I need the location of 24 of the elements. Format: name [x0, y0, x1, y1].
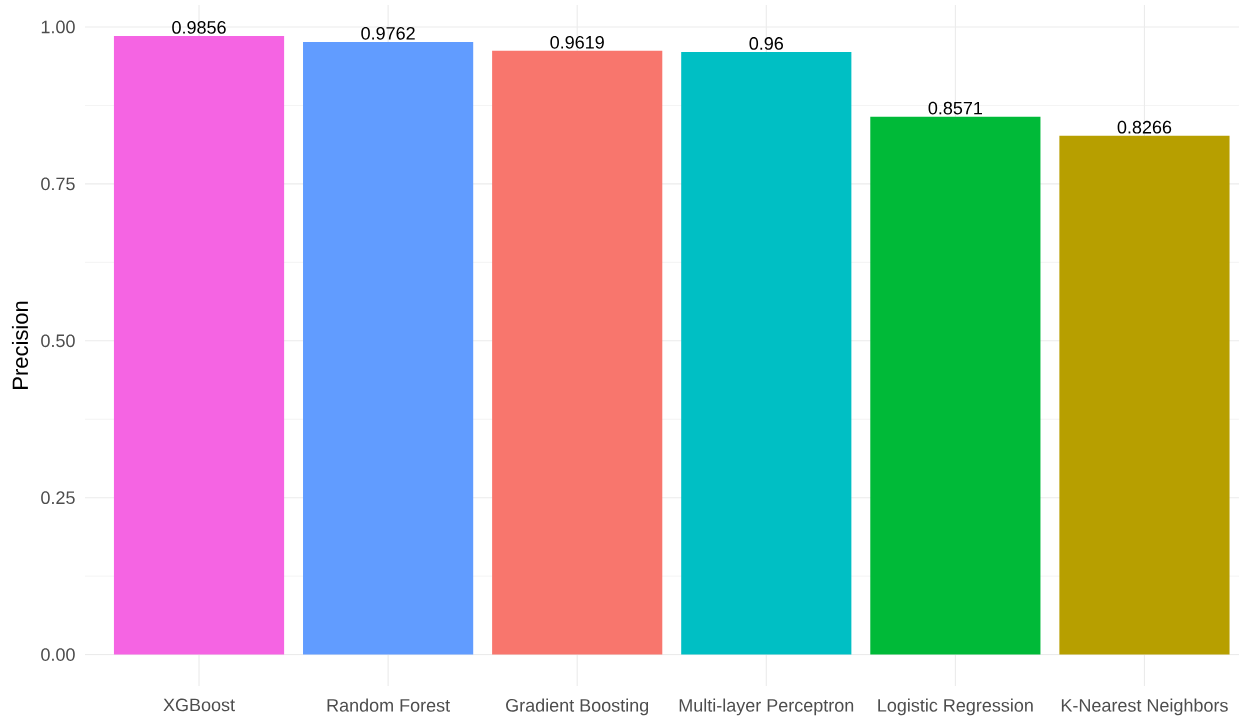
x-tick-label: Gradient Boosting — [506, 698, 649, 716]
x-tick-label: Random Forest — [327, 698, 450, 712]
x-tick-label: K-Nearest Neighbors — [1061, 698, 1228, 716]
bar — [492, 50, 663, 655]
y-tick-label: 0.25 — [41, 491, 75, 505]
x-tick-label: Multi-layer Perceptron — [679, 698, 854, 716]
y-tick-label: 0.00 — [41, 648, 75, 661]
data-label: 0.8571 — [928, 101, 983, 115]
bar — [303, 41, 474, 655]
x-tick-label: XGBoost — [163, 698, 235, 712]
data-label: 0.9619 — [550, 35, 604, 49]
y-axis-title: Precision — [11, 301, 29, 389]
bar — [113, 36, 285, 655]
bar — [681, 52, 852, 655]
y-tick-label: 0.75 — [41, 177, 75, 191]
y-tick-label: 0.50 — [41, 334, 75, 348]
data-label: 0.9762 — [361, 26, 415, 40]
bar — [1059, 135, 1230, 655]
data-label: 0.96 — [749, 37, 784, 50]
data-label: 0.8266 — [1117, 120, 1172, 134]
x-tick-label: Logistic Regression — [878, 698, 1033, 716]
bar — [870, 116, 1041, 655]
y-tick-label: 1.00 — [41, 20, 75, 34]
data-label: 0.9856 — [172, 21, 226, 34]
